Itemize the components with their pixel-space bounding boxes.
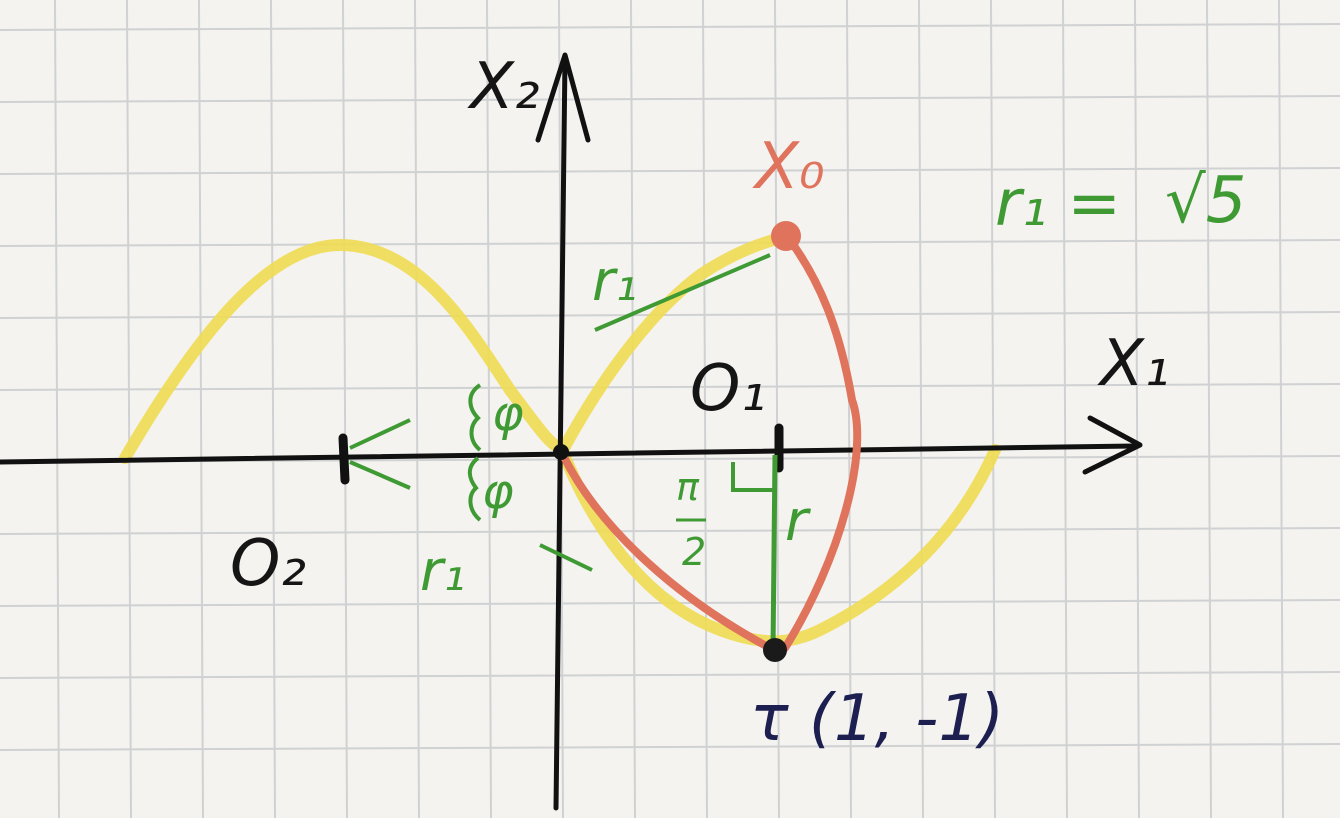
- grid-line-vertical: [918, 0, 924, 818]
- r1-formula-label: r₁ =: [995, 167, 1121, 241]
- grid-line-vertical: [270, 0, 276, 818]
- x1-axis-label: X₁: [1097, 327, 1170, 401]
- grid-line-vertical: [846, 0, 852, 818]
- grid-line-horizontal: [0, 239, 1340, 247]
- r1-lower-label: r₁: [420, 539, 465, 604]
- x1-axis-arrowhead: [1082, 415, 1143, 475]
- grid-line-horizontal: [0, 383, 1340, 391]
- x0-label: X₀: [752, 130, 825, 204]
- x2-axis-arrowhead: [535, 52, 591, 143]
- grid-line-vertical: [1278, 0, 1284, 818]
- x2-axis-label: X₂: [467, 50, 540, 124]
- grid-line-vertical: [630, 0, 636, 818]
- tau-point: [763, 638, 787, 662]
- yellow-curve: [119, 230, 796, 464]
- grid-line-horizontal: [0, 95, 1340, 103]
- grid-line-horizontal: [0, 527, 1340, 535]
- grid-line-vertical: [774, 0, 780, 818]
- angle-ray-lower: [349, 460, 411, 490]
- grid-line-vertical: [198, 0, 204, 818]
- grid-line-vertical: [1206, 0, 1212, 818]
- angle-ray-upper: [349, 418, 411, 450]
- x0-point: [771, 221, 801, 251]
- o1-label: O₁: [690, 352, 766, 426]
- grid-line-vertical: [702, 0, 708, 818]
- r1-upper-label: r₁: [592, 249, 637, 314]
- grid-line-horizontal: [0, 23, 1340, 31]
- grid-line-vertical: [990, 0, 996, 818]
- right-angle-mark: [731, 462, 775, 492]
- x2-axis-line: [553, 55, 568, 811]
- grid-line-vertical: [486, 0, 492, 818]
- r1-upper-segment: [594, 253, 771, 332]
- grid-line-horizontal: [0, 671, 1340, 679]
- r1-lower-segment: [539, 543, 593, 572]
- radius-segment-vertical: [770, 454, 778, 651]
- red-arc-tau-to-x0: [781, 232, 862, 652]
- brace-upper: [468, 383, 482, 452]
- r-small-label: r: [785, 489, 811, 554]
- grid-line-vertical: [342, 0, 348, 818]
- grid-line-vertical: [414, 0, 420, 818]
- phi-upper-label: φ: [492, 386, 524, 442]
- origin-point: [553, 444, 569, 460]
- grid-line-vertical: [126, 0, 132, 818]
- red-path-to-tau: [559, 451, 774, 652]
- o2-label: O₂: [230, 527, 306, 601]
- r1-formula-sqrt: √5: [1165, 164, 1247, 238]
- grid-line-horizontal: [0, 743, 1340, 751]
- o2-tick: [338, 433, 350, 485]
- pi-half-numerator: π: [676, 465, 700, 509]
- pi-half-denominator: 2: [682, 530, 706, 574]
- grid-line-horizontal: [0, 167, 1340, 175]
- grid-line-vertical: [1134, 0, 1140, 818]
- phi-lower-label: φ: [482, 464, 514, 520]
- brace-lower: [467, 456, 482, 522]
- grid-line-vertical: [54, 0, 60, 818]
- grid-line-vertical: [1062, 0, 1068, 818]
- tau-point-label: τ (1, -1): [750, 682, 1004, 756]
